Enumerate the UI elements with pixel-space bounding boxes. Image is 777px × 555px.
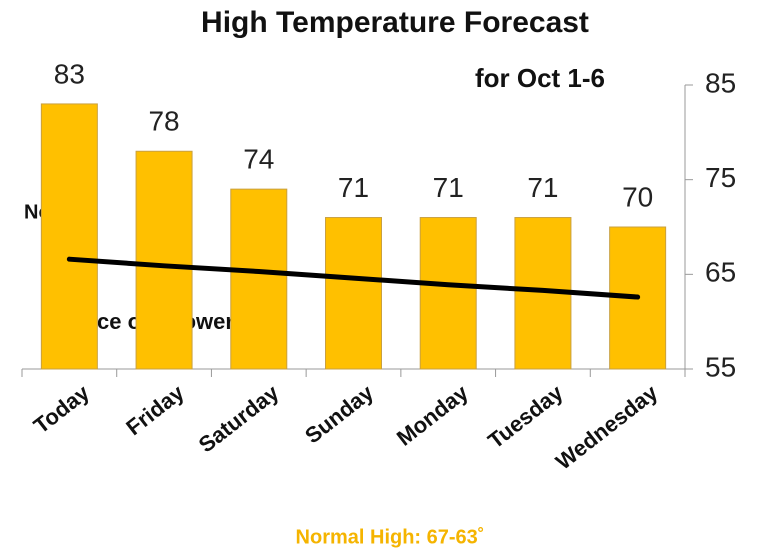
- x-tick-label: Wednesday: [551, 379, 663, 474]
- bar: [230, 188, 288, 370]
- bar: [419, 217, 477, 370]
- bar: [325, 217, 382, 370]
- y-tick-label: 85: [705, 67, 736, 98]
- y-tick-label: 65: [705, 257, 736, 288]
- y-tick-label: 75: [705, 162, 736, 193]
- x-tick-label: Today: [29, 379, 95, 438]
- x-tick-label: Sunday: [300, 379, 379, 448]
- line: [66, 256, 641, 300]
- x-tick-label: Friday: [121, 379, 189, 440]
- value-label: 70: [622, 181, 653, 212]
- bar: [40, 103, 98, 370]
- chart-title: High Temperature Forecast: [201, 6, 589, 39]
- bar: [135, 150, 193, 370]
- x-tick-label: Monday: [392, 379, 473, 450]
- value-label: 71: [433, 172, 464, 203]
- y-tick-label: 55: [705, 351, 736, 382]
- value-label: 78: [148, 106, 179, 137]
- value-label: 83: [54, 58, 85, 89]
- value-label: 71: [338, 172, 369, 203]
- x-tick-label: Saturday: [194, 379, 284, 457]
- x-tick-label: Tuesday: [483, 379, 568, 453]
- value-label: 71: [527, 172, 558, 203]
- value-label: 74: [243, 144, 274, 175]
- footer: Normal High: 67-63˚: [296, 525, 485, 548]
- chart-subtitle: for Oct 1-6: [475, 63, 605, 93]
